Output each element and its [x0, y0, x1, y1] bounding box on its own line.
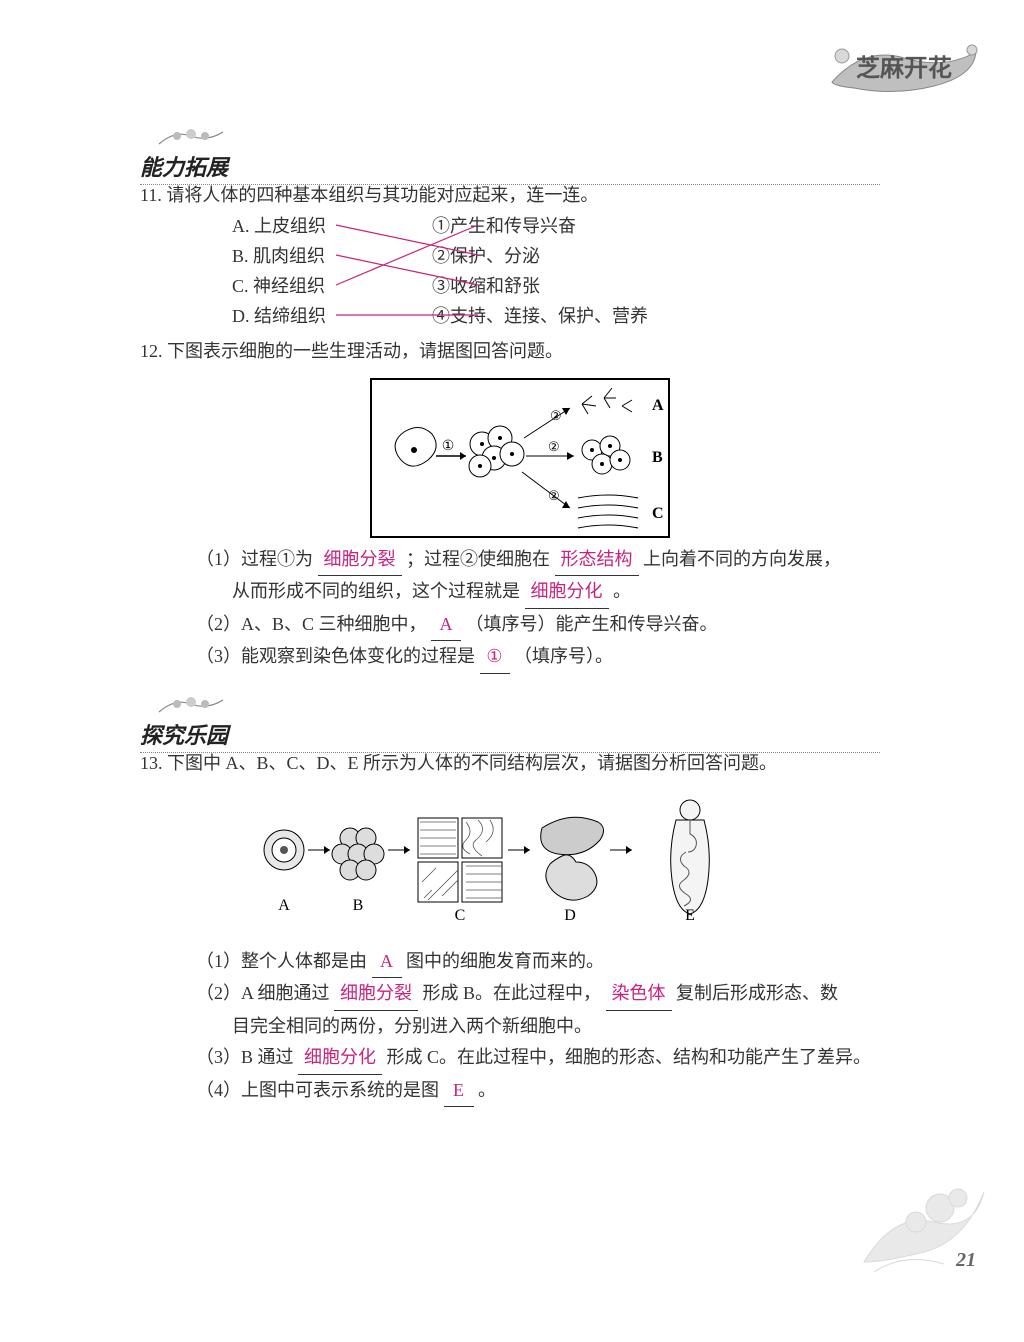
q11-opt-4: ④支持、连接、保护、营养 [432, 301, 648, 333]
q12-p1: （1）过程①为 细胞分裂 ；过程②使细胞在 形态结构 上向着不同的方向发展， [140, 544, 900, 577]
svg-text:B: B [652, 449, 663, 466]
text: 上向着不同的方向发展， [643, 549, 841, 569]
q12-p1-ans3: 细胞分化 [525, 576, 609, 609]
text: 形成 C。在此过程中，细胞的形态、结构和功能产生了差异。 [387, 1047, 872, 1067]
section-ornament-icon [155, 126, 227, 148]
q11-opt-D: D. 结缔组织 [232, 301, 432, 333]
q12-p1-ans1: 细胞分裂 [318, 544, 402, 577]
q13-p2-line2: 目完全相同的两份，分别进入两个新细胞中。 [140, 1011, 900, 1043]
q12-p1-line2: 从而形成不同的组织，这个过程就是 细胞分化 。 [140, 576, 900, 609]
text: （填序号）能产生和传导兴奋。 [466, 614, 718, 634]
q13-p1-ans: A [372, 946, 402, 979]
q13-block: 13. 下图中 A、B、C、D、E 所示为人体的不同结构层次，请据图分析回答问题… [140, 748, 900, 1107]
svg-text:C: C [652, 505, 664, 522]
text: （4）上图中可表示系统的是图 [196, 1080, 439, 1100]
q13-p2-ans2: 染色体 [606, 978, 672, 1011]
q12-p2: （2）A、B、C 三种细胞中， A （填序号）能产生和传导兴奋。 [140, 609, 900, 642]
q12-p1-ans2: 形态结构 [555, 544, 639, 577]
svg-text:②: ② [548, 439, 560, 454]
q13-p1: （1）整个人体都是由 A 图中的细胞发育而来的。 [140, 946, 900, 979]
brand-logo: 芝麻开花 [824, 38, 984, 96]
svg-text:C: C [455, 907, 466, 924]
svg-text:A: A [278, 897, 290, 914]
text: ；过程②使细胞在 [406, 549, 550, 569]
q11-opt-B: B. 肌肉组织 [232, 241, 432, 273]
svg-text:B: B [353, 897, 364, 914]
q13-p2: （2）A 细胞通过 细胞分裂 形成 B。在此过程中， 染色体 复制后形成形态、数 [140, 978, 900, 1011]
q11-opt-A: A. 上皮组织 [232, 211, 432, 243]
q13-p4: （4）上图中可表示系统的是图 E 。 [140, 1075, 900, 1108]
text: （3）能观察到染色体变化的过程是 [196, 646, 475, 666]
svg-text:②: ② [550, 408, 562, 423]
q12-stem: 12. 下图表示细胞的一些生理活动，请据图回答问题。 [140, 336, 900, 368]
text: 。 [478, 1080, 496, 1100]
text: （3）B 通过 [196, 1047, 294, 1067]
q12-block: 12. 下图表示细胞的一些生理活动，请据图回答问题。 ① ② ② ② A [140, 336, 900, 674]
text: 从而形成不同的组织，这个过程就是 [232, 581, 520, 601]
svg-text:D: D [564, 907, 576, 924]
q11-opt-3: ③收缩和舒张 [432, 271, 540, 303]
q13-stem: 13. 下图中 A、B、C、D、E 所示为人体的不同结构层次，请据图分析回答问题… [140, 748, 900, 780]
q13-p3: （3）B 通过 细胞分化 形成 C。在此过程中，细胞的形态、结构和功能产生了差异… [140, 1042, 900, 1075]
text: 目完全相同的两份，分别进入两个新细胞中。 [232, 1016, 592, 1036]
q11-opt-1: ①产生和传导兴奋 [432, 211, 576, 243]
text: 。 [613, 581, 631, 601]
q11-block: 11. 请将人体的四种基本组织与其功能对应起来，连一连。 A. 上皮组织 ①产生… [140, 180, 900, 332]
page-number: 21 [956, 1249, 976, 1272]
q13-figure: A B C D [250, 790, 790, 940]
text: （2）A、B、C 三种细胞中， [196, 614, 427, 634]
text: （2）A 细胞通过 [196, 983, 330, 1003]
q13-p3-ans: 细胞分化 [298, 1042, 382, 1075]
svg-text:E: E [685, 907, 695, 924]
q12-p3-ans: ① [480, 641, 510, 674]
q11-opt-C: C. 神经组织 [232, 271, 432, 303]
q12-figure: ① ② ② ② A B C [370, 378, 670, 538]
text: （1）过程①为 [196, 549, 313, 569]
q11-stem: 11. 请将人体的四种基本组织与其功能对应起来，连一连。 [140, 180, 900, 212]
q12-p2-ans: A [431, 609, 461, 642]
text: （填序号）。 [514, 646, 613, 666]
logo-text: 芝麻开花 [856, 54, 952, 82]
text: 形成 B。在此过程中， [423, 983, 602, 1003]
q12-p3: （3）能观察到染色体变化的过程是 ① （填序号）。 [140, 641, 900, 674]
svg-text:A: A [652, 397, 664, 414]
svg-text:①: ① [442, 439, 455, 454]
text: 复制后形成形态、数 [676, 983, 838, 1003]
q11-opt-2: ②保护、分泌 [432, 241, 540, 273]
section-ornament-icon [155, 694, 227, 716]
text: （1）整个人体都是由 [196, 951, 367, 971]
svg-text:②: ② [548, 488, 560, 503]
q13-p4-ans: E [444, 1075, 474, 1108]
text: 图中的细胞发育而来的。 [406, 951, 604, 971]
q13-p2-ans1: 细胞分裂 [334, 978, 418, 1011]
